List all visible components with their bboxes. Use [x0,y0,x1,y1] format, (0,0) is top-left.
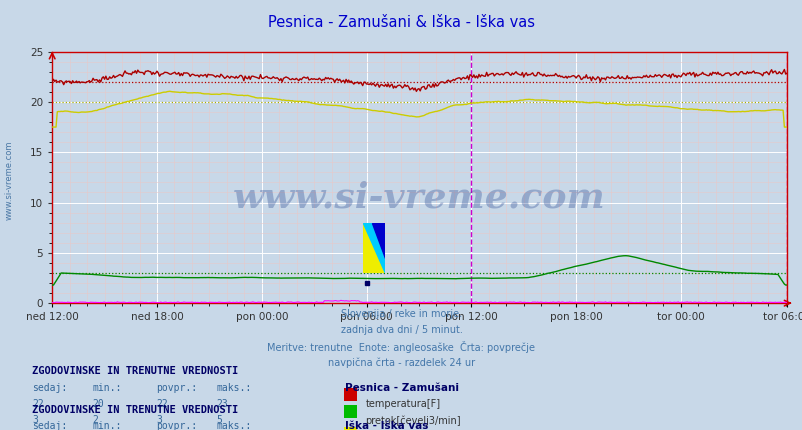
Text: zadnja dva dni / 5 minut.: zadnja dva dni / 5 minut. [340,325,462,335]
Text: min.:: min.: [92,421,122,430]
Polygon shape [362,223,384,273]
Text: Pesnica - Zamušani & Iška - Iška vas: Pesnica - Zamušani & Iška - Iška vas [268,15,534,30]
Text: www.si-vreme.com: www.si-vreme.com [233,181,606,215]
Text: povpr.:: povpr.: [156,421,197,430]
Text: ZGODOVINSKE IN TRENUTNE VREDNOSTI: ZGODOVINSKE IN TRENUTNE VREDNOSTI [32,366,238,376]
Text: pretok[čevelj3/min]: pretok[čevelj3/min] [365,415,460,426]
Text: maks.:: maks.: [217,383,252,393]
Polygon shape [371,223,384,258]
Polygon shape [362,223,384,273]
Text: 23: 23 [217,399,229,409]
Text: min.:: min.: [92,383,122,393]
Text: 5: 5 [217,415,222,425]
Text: maks.:: maks.: [217,421,252,430]
Text: 22: 22 [32,399,44,409]
Text: 3: 3 [156,415,162,425]
Text: navpična črta - razdelek 24 ur: navpična črta - razdelek 24 ur [327,358,475,368]
Text: povpr.:: povpr.: [156,383,197,393]
Text: 3: 3 [32,415,38,425]
Text: Iška - Iška vas: Iška - Iška vas [345,421,428,430]
Text: www.si-vreme.com: www.si-vreme.com [5,141,14,220]
Text: sedaj:: sedaj: [32,421,67,430]
Text: Meritve: trenutne  Enote: angleosaške  Črta: povprečje: Meritve: trenutne Enote: angleosaške Črt… [267,341,535,353]
Text: 20: 20 [92,399,104,409]
Text: Slovenija / reke in morje.: Slovenija / reke in morje. [341,309,461,319]
Text: sedaj:: sedaj: [32,383,67,393]
Text: Pesnica - Zamušani: Pesnica - Zamušani [345,383,459,393]
Text: temperatura[F]: temperatura[F] [365,399,440,409]
Text: ZGODOVINSKE IN TRENUTNE VREDNOSTI: ZGODOVINSKE IN TRENUTNE VREDNOSTI [32,405,238,415]
Text: 2: 2 [92,415,98,425]
Text: 22: 22 [156,399,168,409]
